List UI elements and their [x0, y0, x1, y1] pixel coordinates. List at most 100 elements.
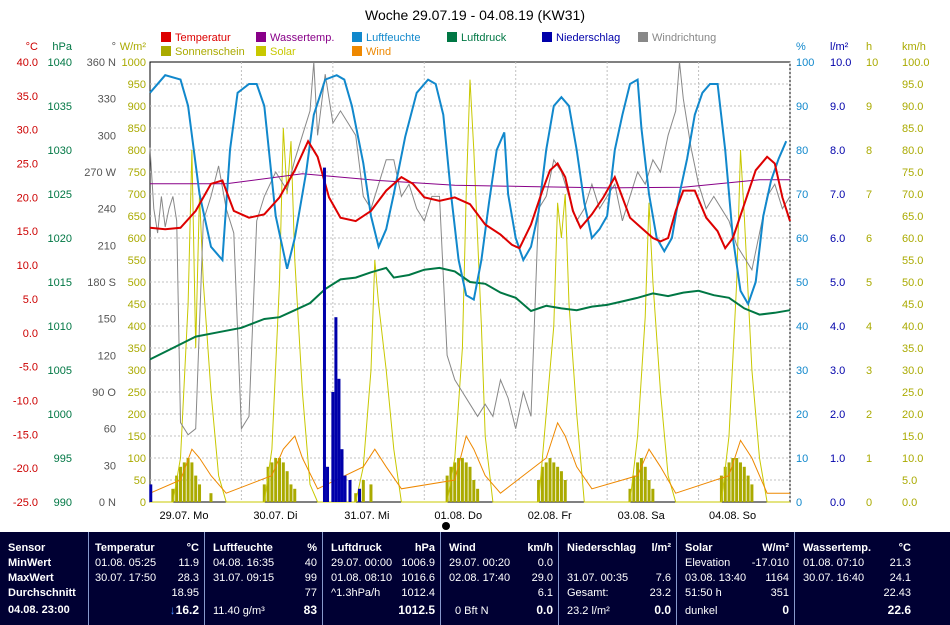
- sunshine-bar: [742, 466, 746, 502]
- tick-label-left: 10.0: [17, 260, 38, 272]
- sunshine-bar: [190, 462, 194, 502]
- tick-label-left: -10.0: [13, 395, 38, 407]
- niederschlag-header: Niederschlag: [567, 542, 637, 554]
- temperatur-max-date: 30.07. 17:50: [95, 572, 157, 584]
- legend-swatch: [542, 32, 552, 42]
- summary-panel: Sensor MinWert MaxWert Durchschnitt 04.0…: [0, 532, 950, 625]
- tick-label-right: 40: [796, 321, 808, 333]
- tick-label-right: 95.0: [902, 79, 923, 91]
- sunshine-bar: [453, 462, 457, 502]
- sensor-header: Sensor: [8, 542, 46, 554]
- tick-label-right: 0: [796, 497, 802, 509]
- trend-down-icon: ↓: [169, 603, 176, 617]
- legend-label: Wind: [366, 46, 391, 58]
- tick-label-left: 40.0: [17, 57, 38, 69]
- tick-label-left: 360 N: [87, 57, 116, 69]
- tick-label-left: 330: [98, 94, 116, 106]
- niederschlag-gesamt-label: Gesamt:: [567, 587, 609, 599]
- tick-label-left: 300: [98, 130, 116, 142]
- luftfeuchte-avg: 77: [304, 587, 317, 599]
- sunshine-bar: [731, 458, 735, 502]
- x-tick-label: 30.07. Di: [253, 510, 297, 522]
- sunshine-bar: [460, 458, 464, 502]
- rain-bar: [358, 488, 362, 502]
- sunshine-bar: [544, 462, 548, 502]
- tick-label-left: 150: [128, 431, 146, 443]
- tick-label-left: 15.0: [17, 226, 38, 238]
- luftdruck-max-val: 1016.6: [401, 572, 435, 584]
- tick-label-left: 240: [98, 204, 116, 216]
- sunshine-bar: [559, 471, 563, 502]
- luftdruck-max-date: 01.08. 08:10: [331, 572, 393, 584]
- luftdruck-unit: hPa: [414, 542, 435, 554]
- sunshine-bar: [464, 462, 468, 502]
- sunshine-bar: [651, 488, 655, 502]
- niederschlag-max-date: 31.07. 00:35: [567, 572, 629, 584]
- series-line-luftdruck: [149, 266, 791, 361]
- legend-swatch: [161, 46, 171, 56]
- row-label-avg: Durchschnitt: [8, 587, 76, 599]
- wassertemp-unit: °C: [898, 542, 911, 554]
- temperatur-avg: 18.95: [171, 587, 199, 599]
- sunshine-bar: [274, 458, 278, 502]
- solar-unit: W/m²: [762, 542, 789, 554]
- legend-label: Luftdruck: [461, 32, 507, 44]
- sunshine-bar: [643, 466, 647, 502]
- sunshine-bar: [476, 488, 480, 502]
- tick-label-left: 450: [128, 299, 146, 311]
- sunshine-bar: [548, 458, 552, 502]
- tick-label-right: 8: [866, 145, 872, 157]
- solar-current: 0: [782, 603, 789, 617]
- niederschlag-unit: l/m²: [651, 542, 671, 554]
- tick-label-left: 550: [128, 255, 146, 267]
- luftfeuchte-abs: 11.40 g/m³: [213, 605, 265, 617]
- tick-label-right: 80: [796, 145, 808, 157]
- x-tick-label: 29.07. Mo: [160, 510, 209, 522]
- temperatur-unit: °C: [186, 542, 199, 554]
- series-line-temperatur: [149, 139, 791, 251]
- temperatur-max-val: 28.3: [177, 572, 199, 584]
- tick-label-right: 10: [796, 453, 808, 465]
- tick-label-right: 20: [796, 409, 808, 421]
- legend-swatch: [447, 32, 457, 42]
- temperatur-current: ↓16.2: [169, 603, 199, 617]
- tick-label-right: 5.0: [902, 475, 917, 487]
- tick-label-right: 8.0: [830, 145, 845, 157]
- legend-swatch: [352, 46, 362, 56]
- series-line-luftfeuchte: [149, 74, 788, 307]
- axis-unit-right: km/h: [902, 41, 926, 53]
- tick-label-left: 990: [54, 497, 72, 509]
- sunshine-bar: [293, 488, 297, 502]
- tick-label-right: 45.0: [902, 299, 923, 311]
- sunshine-bar: [750, 484, 754, 502]
- tick-label-left: 200: [128, 409, 146, 421]
- tick-label-right: 4.0: [830, 321, 845, 333]
- sunshine-bar: [285, 471, 289, 502]
- sunshine-bar: [472, 480, 476, 502]
- solar-elevation: -17.010: [751, 557, 789, 569]
- temperatur-header: Temperatur: [95, 542, 155, 554]
- sunshine-bar: [468, 466, 472, 502]
- luftfeuchte-max-date: 31.07. 09:15: [213, 572, 275, 584]
- tick-label-left: 1025: [48, 189, 72, 201]
- tick-label-left: 20.0: [17, 192, 38, 204]
- tick-label-left: 350: [128, 343, 146, 355]
- sunshine-bar: [175, 475, 179, 502]
- tick-label-left: 5.0: [23, 294, 38, 306]
- tick-label-left: 250: [128, 387, 146, 399]
- tick-label-left: 500: [128, 277, 146, 289]
- wind-max-val: 29.0: [531, 572, 553, 584]
- sunshine-bar: [266, 466, 270, 502]
- luftdruck-current: 1012.5: [398, 603, 435, 617]
- axis-unit-left: °: [112, 41, 116, 53]
- sunshine-bar: [457, 458, 461, 502]
- tick-label-left: 400: [128, 321, 146, 333]
- rain-bar: [322, 167, 326, 502]
- tick-label-right: 5: [866, 277, 872, 289]
- solar-state: dunkel: [685, 605, 718, 617]
- tick-label-left: 995: [54, 453, 72, 465]
- tick-label-right: 3.0: [830, 365, 845, 377]
- legend-label: Temperatur: [175, 32, 231, 44]
- sunshine-bar: [735, 458, 739, 502]
- tick-label-right: 0.0: [830, 497, 845, 509]
